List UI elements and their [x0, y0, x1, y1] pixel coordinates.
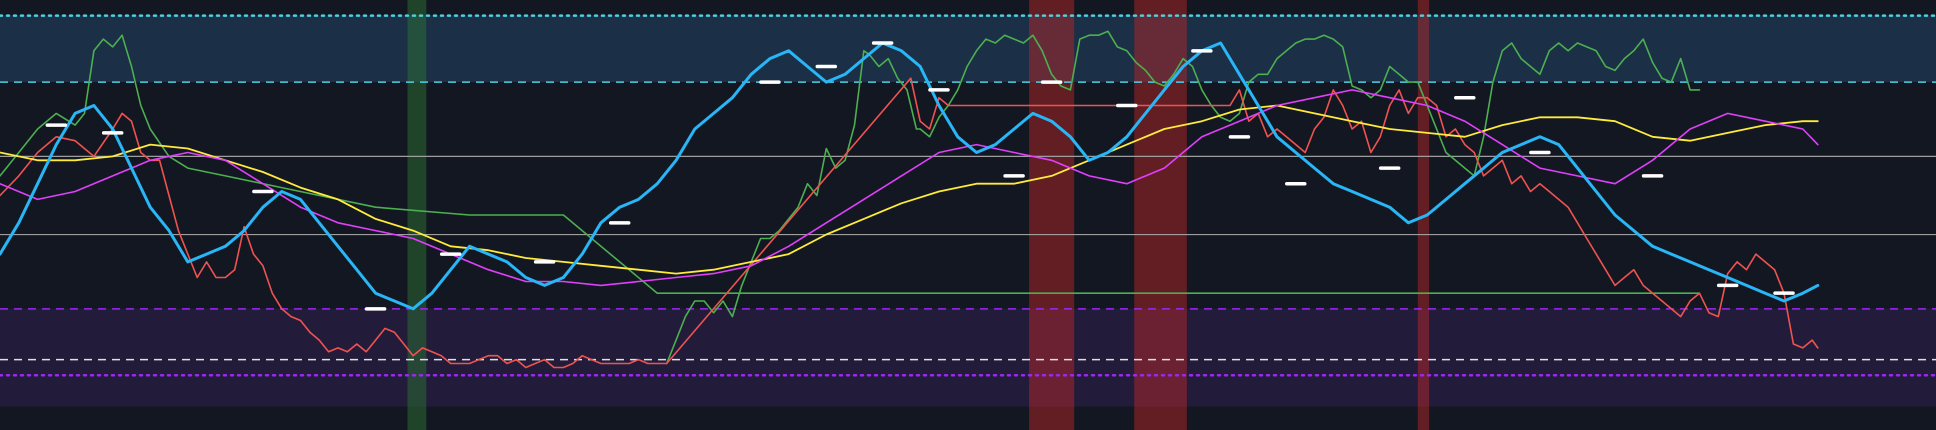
zone-band-0: [0, 15, 1936, 83]
series-line-2: [0, 77, 1819, 369]
series-line-1: [665, 30, 1701, 365]
series-line-3: [0, 104, 1819, 275]
signal-band-0: [407, 0, 427, 430]
series-line-0: [0, 34, 1701, 295]
signal-band-1: [1029, 0, 1075, 430]
zone-band-1: [0, 308, 1936, 407]
series-line-4: [0, 89, 1819, 287]
series-line-5: [0, 41, 1820, 311]
